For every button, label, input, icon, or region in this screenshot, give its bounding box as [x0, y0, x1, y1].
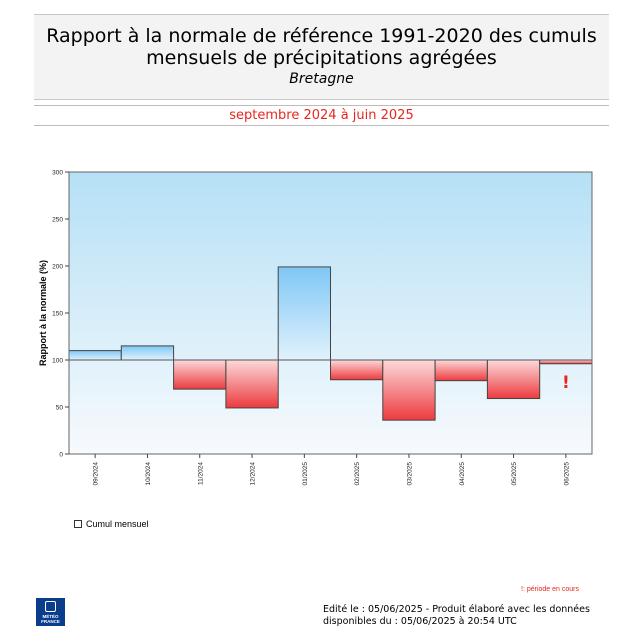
x-tick-label: 12/2024	[250, 462, 257, 486]
y-tick-label: 300	[52, 170, 63, 177]
x-tick-label: 01/2025	[302, 462, 309, 486]
chart-legend: Cumul mensuel	[74, 519, 149, 529]
x-tick-label: 05/2025	[511, 462, 518, 486]
logo-icon	[45, 601, 56, 612]
y-tick-label: 100	[52, 358, 63, 365]
chart-title: Rapport à la normale de référence 1991-2…	[34, 25, 609, 69]
bar-01-2025	[277, 266, 332, 361]
footer-line-1: Edité le : 05/06/2025 - Produit élaboré …	[323, 604, 590, 615]
y-tick-label: 250	[52, 217, 63, 224]
legend-swatch	[74, 520, 82, 528]
bar-02-2025	[330, 359, 384, 381]
period-bar: septembre 2024 à juin 2025	[34, 105, 609, 126]
in-progress-footnote: !: période en cours	[521, 586, 579, 593]
y-tick-label: 50	[56, 405, 64, 412]
title-line-1: Rapport à la normale de référence 1991-2…	[46, 25, 597, 47]
bar-04-2025	[434, 359, 488, 382]
meteo-france-logo: MÉTÉO FRANCE	[36, 598, 65, 626]
x-tick-label: 02/2025	[354, 462, 361, 486]
edition-footer: Edité le : 05/06/2025 - Produit élaboré …	[323, 604, 590, 628]
bar-12-2024	[225, 359, 279, 409]
legend-label: Cumul mensuel	[86, 519, 149, 529]
in-progress-marker: !	[562, 373, 570, 393]
bar-10-2024	[120, 345, 175, 361]
x-tick-label: 06/2025	[563, 462, 570, 486]
bar-11-2024	[173, 359, 227, 390]
title-line-2: mensuels de précipitations agrégées	[146, 47, 497, 69]
bar-09-2024	[68, 350, 122, 361]
x-tick-label: 09/2024	[93, 462, 100, 486]
period-label: septembre 2024 à juin 2025	[229, 108, 414, 123]
bar-06-2025	[539, 359, 593, 365]
y-axis-label: Rapport à la normale (%)	[38, 260, 48, 366]
y-tick-label: 0	[59, 452, 63, 459]
x-tick-label: 03/2025	[406, 462, 413, 486]
bar-03-2025	[382, 359, 436, 421]
x-tick-label: 11/2024	[197, 462, 204, 485]
chart-header: Rapport à la normale de référence 1991-2…	[34, 14, 609, 100]
x-tick-label: 04/2025	[459, 462, 466, 486]
x-tick-label: 10/2024	[145, 462, 152, 486]
y-tick-label: 200	[52, 264, 63, 271]
y-tick-label: 150	[52, 311, 63, 318]
bar-05-2025	[486, 359, 541, 400]
region-subtitle: Bretagne	[289, 71, 354, 87]
footer-line-2: disponibles du : 05/06/2025 à 20:54 UTC	[323, 616, 517, 627]
